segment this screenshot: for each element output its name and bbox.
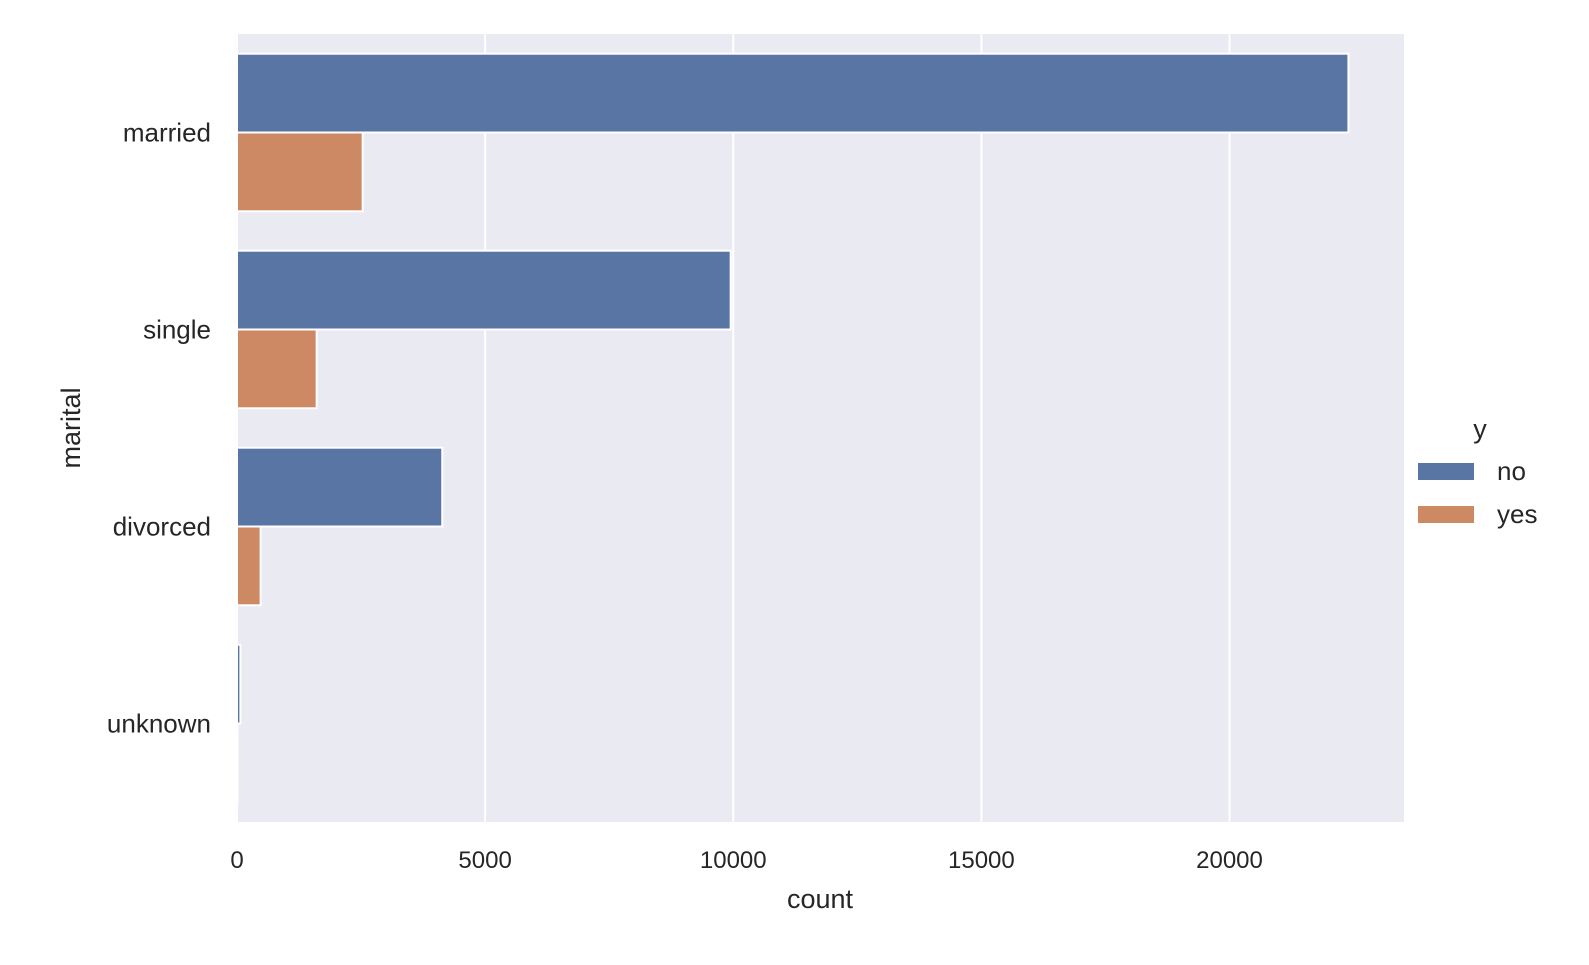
x-tick-label: 5000: [458, 847, 511, 874]
legend-swatch-yes: [1418, 506, 1474, 523]
x-tick-labels: 0 5000 10000 15000 20000: [230, 847, 1263, 874]
y-tick-labels: married single divorced unknown: [107, 118, 211, 739]
x-tick-label: 0: [230, 847, 243, 874]
legend-label-no: no: [1497, 456, 1526, 486]
bar-yes-married: [236, 131, 364, 213]
y-tick-label: unknown: [107, 709, 211, 739]
bar-yes-divorced: [236, 525, 262, 607]
plot-background: [237, 34, 1404, 822]
bar-no-divorced: [236, 446, 444, 528]
bar-yes-unknown: [236, 722, 239, 804]
bar-no-single: [236, 249, 732, 331]
bar-no-married: [236, 52, 1350, 134]
bar-no-unknown: [236, 643, 242, 725]
x-tick-label: 10000: [700, 847, 767, 874]
bar-yes-single: [236, 328, 318, 410]
y-tick-label: married: [123, 118, 211, 148]
legend-title: y: [1473, 414, 1487, 444]
x-tick-label: 15000: [948, 847, 1015, 874]
y-tick-label: divorced: [113, 512, 211, 542]
y-axis-label: marital: [56, 387, 86, 468]
x-tick-label: 20000: [1196, 847, 1263, 874]
y-tick-label: single: [143, 315, 211, 345]
legend-swatch-no: [1418, 463, 1474, 480]
legend-label-yes: yes: [1497, 499, 1537, 529]
x-axis-label: count: [787, 884, 854, 914]
legend: y no yes: [1418, 414, 1537, 529]
bars: [236, 52, 1350, 804]
